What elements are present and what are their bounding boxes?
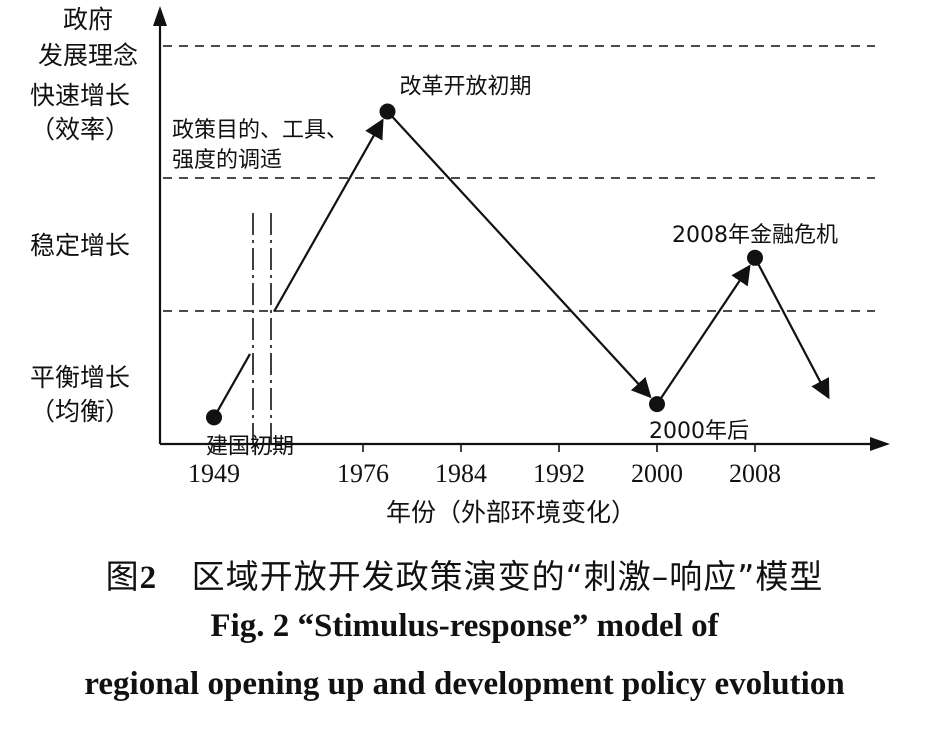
point-label-2008: 2008年金融危机 [672,223,838,248]
caption-english-line2: regional opening up and development poli… [0,666,929,703]
y-level-label-fast: 快速增长（效率） [30,81,130,144]
x-ticks [213,444,756,452]
point-labels: 建国初期 改革开放初期 2000年后 2008年金融危机 [206,75,838,460]
caption-english-line1: Fig. 2 “Stimulus-response” model of [0,608,929,645]
x-tick-label-1992: 1992 [533,459,585,488]
series-segment-2 [659,264,751,400]
x-tick-label-2008: 2008 [729,459,781,488]
x-tick-label-2000: 2000 [631,459,683,488]
series-segment-0a [216,353,251,413]
data-point-2000 [649,396,665,413]
y-axis-arrow [153,6,167,26]
caption-cn-text: 区域开放开发政策演变的“刺激–响应”模型 [191,557,824,596]
caption-chinese: 图2 区域开放开发政策演变的“刺激–响应”模型 [0,550,929,598]
caption-en-line2: regional opening up and development poli… [84,666,845,702]
caption-en-line1: Fig. 2 “Stimulus-response” model of [210,608,719,644]
point-label-2000: 2000年后 [649,419,749,444]
x-tick-label-1984: 1984 [435,459,487,488]
point-label-1978: 改革开放初期 [400,75,532,100]
x-tick-label-1949: 1949 [188,459,240,488]
series-segment-3 [756,262,830,400]
series-segment-0b [273,118,384,313]
policy-adjustment-annotation: 政策目的、工具、强度的调适 [172,118,348,173]
axes [153,6,890,452]
y-level-label-balanced: 平衡增长（均衡） [30,363,130,426]
x-axis-arrow [870,437,890,451]
y-axis-title: 政府发展理念 [38,5,138,70]
x-tick-label-1976: 1976 [337,459,389,488]
data-point-1978 [379,103,396,120]
data-point-1949 [206,409,222,426]
data-point-2008 [747,249,763,266]
caption-cn-number: 2 [139,560,158,596]
series-layer [206,103,830,426]
series-segment-1 [390,115,652,399]
axis-break [252,213,272,452]
x-tick-labels: 1949 1976 1984 1992 2000 2008 [188,459,781,488]
point-label-1949: 建国初期 [206,434,294,459]
policy-evolution-chart: 政府发展理念 快速增长（效率） 稳定增长 平衡增长（均衡） 1949 1976 19… [30,5,890,527]
x-axis-label: 年份（外部环境变化） [386,498,636,527]
gridlines [163,45,875,312]
caption-cn-prefix: 图 [105,557,140,596]
y-level-label-stable: 稳定增长 [30,231,130,260]
